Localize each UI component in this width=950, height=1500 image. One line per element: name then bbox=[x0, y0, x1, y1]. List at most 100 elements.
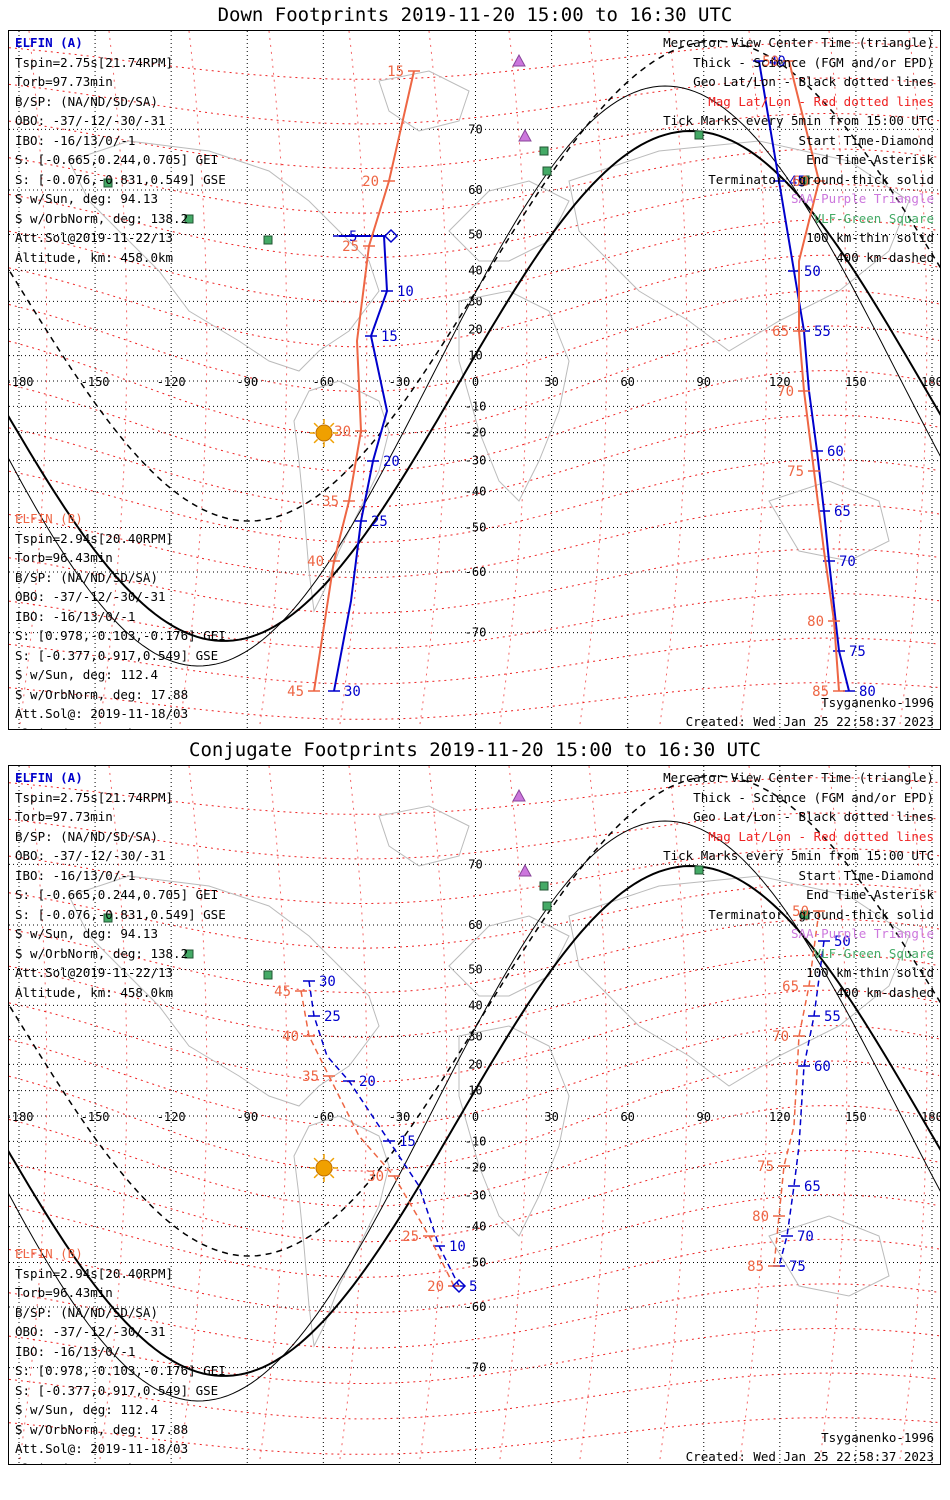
track-tick-label: 45 bbox=[789, 174, 806, 190]
elfin-a-info-line: S w/OrbNorm, deg: 138.2 bbox=[15, 945, 189, 961]
lon-tick-label: -90 bbox=[236, 1110, 258, 1124]
mag-lon-line bbox=[178, 766, 208, 1464]
lat-tick-label: 50 bbox=[468, 962, 482, 976]
track-tick-label: 50 bbox=[762, 54, 779, 70]
legend-line: 400 km-dashed bbox=[836, 249, 934, 265]
track-tick-label: 25 bbox=[342, 239, 359, 255]
track-tick-label: 45 bbox=[287, 684, 304, 700]
legend-line: Terminator: ground-thick solid bbox=[708, 171, 934, 187]
vlf-square bbox=[539, 881, 549, 891]
land-outline bbox=[448, 915, 570, 997]
lat-tick-label: -40 bbox=[465, 485, 487, 499]
vlf-square bbox=[184, 214, 194, 224]
elfin-a-info-line: IBO: -16/13/0/-1 bbox=[15, 132, 136, 148]
legend-line: Geo Lat/Lon - Black dotted lines bbox=[693, 74, 934, 89]
legend-line: VLF-Green Square bbox=[813, 210, 934, 226]
elfin-a-info-line: S w/Sun, deg: 94.13 bbox=[15, 191, 158, 206]
lon-tick-label: 90 bbox=[697, 1110, 711, 1124]
elfin-b-info-line: ELFIN (B) bbox=[15, 1246, 83, 1261]
mag-lon-line bbox=[258, 31, 288, 729]
legend-line: Mercator View Center Time (triangle) bbox=[663, 770, 934, 785]
legend-line: End Time-Asterisk bbox=[806, 152, 934, 167]
sun-ray bbox=[329, 1157, 335, 1163]
legend-down: Mercator View Center Time (triangle) Thic… bbox=[663, 33, 934, 267]
lat-tick-label: 40 bbox=[468, 998, 482, 1012]
mag-lat-line bbox=[9, 290, 940, 392]
track-tick-label: 55 bbox=[814, 324, 831, 340]
track-tick-label: 15 bbox=[399, 1134, 416, 1150]
legend-conjugate: Mercator View Center Time (triangle) Thic… bbox=[663, 768, 934, 1002]
elfin-a-info-line: S: [-0.076,-0.831,0.549] GSE bbox=[15, 906, 226, 922]
elfin-a-track-east: 40 45 50 55 60 65 70 75 80 bbox=[753, 54, 876, 700]
lat-tick-label: -40 bbox=[465, 1220, 487, 1234]
track-tick-label: 30 bbox=[344, 684, 361, 700]
lon-tick-label: 120 bbox=[769, 1110, 791, 1124]
lon-tick-label: 30 bbox=[544, 1110, 558, 1124]
lon-tick-label: -60 bbox=[312, 1110, 334, 1124]
mag-lat-line bbox=[9, 989, 940, 1083]
track-tick-label: 70 bbox=[839, 554, 856, 570]
lon-tick-label: 30 bbox=[544, 375, 558, 389]
lon-tick-label: -180 bbox=[9, 1110, 33, 1124]
mag-lon-line bbox=[18, 31, 48, 729]
legend-line: Start Time-Diamond bbox=[798, 132, 934, 148]
elfin-a-track-west: 5 10 15 20 25 30 bbox=[328, 229, 414, 700]
lon-tick-label: 0 bbox=[472, 375, 479, 389]
elfin-a-track-west: 30 25 20 15 10 5 bbox=[303, 974, 477, 1295]
elfin-b-info-line: B/SP: (NA/ND/SD/SA) bbox=[15, 569, 158, 585]
track-tick-label: 80 bbox=[752, 1209, 769, 1225]
elfin-a-info-line: Altitude, km: 458.0km bbox=[15, 984, 174, 1000]
lon-tick-label: 120 bbox=[769, 375, 791, 389]
elfin-b-track-east: 50 65 70 75 80 85 bbox=[747, 904, 825, 1275]
sun-ray bbox=[329, 422, 335, 428]
track-tick-label: 75 bbox=[789, 1259, 806, 1275]
vlf-square bbox=[542, 166, 552, 176]
elfin-a-info-line: ELFIN (A) bbox=[15, 35, 83, 50]
lat-tick-label: 40 bbox=[468, 263, 482, 277]
track-tick-label: 45 bbox=[274, 984, 291, 1000]
lat-tick-label: -60 bbox=[465, 1300, 487, 1314]
track-tick-label: 10 bbox=[397, 284, 414, 300]
track-tick-label: 25 bbox=[402, 1229, 419, 1245]
lon-tick-label: -120 bbox=[157, 375, 186, 389]
lon-tick-label: 60 bbox=[620, 1110, 634, 1124]
track-tick-label: 50 bbox=[834, 934, 851, 950]
sun-ray bbox=[313, 1173, 319, 1179]
mag-lon-line bbox=[578, 766, 608, 1464]
vlf-square bbox=[103, 913, 113, 923]
elfin-a-info-line: OBO: -37/-12/-30/-31 bbox=[15, 113, 166, 128]
mag-lon-line bbox=[338, 31, 368, 729]
legend-line: Tick Marks every 5min from 15:00 UTC bbox=[663, 848, 934, 863]
lat-tick-label: 60 bbox=[468, 183, 482, 197]
elfin-b-info-line: IBO: -16/13/0/-1 bbox=[15, 608, 136, 624]
track-tick-label: 15 bbox=[387, 64, 404, 80]
mag-grid bbox=[9, 31, 940, 729]
track-tick-label: 25 bbox=[371, 514, 388, 530]
map-down: -180 -150 -120 -90 -60 -30 0 30 60 90 120 150 180 70 6… bbox=[9, 31, 940, 729]
legend-line: Mercator View Center Time (triangle) bbox=[663, 35, 934, 50]
elfin-b-track-east: 50 60 65 70 75 80 85 bbox=[762, 54, 845, 700]
legend-line: SAA-Purple Triangle bbox=[791, 191, 934, 206]
terminator-100km bbox=[9, 820, 940, 1402]
land-outline bbox=[768, 480, 890, 562]
lat-tick-label: 60 bbox=[468, 918, 482, 932]
land-outline bbox=[768, 1215, 890, 1297]
lat-tick-label: -10 bbox=[465, 1134, 487, 1148]
lat-tick-label: -70 bbox=[465, 1361, 487, 1375]
lat-tick-label: 70 bbox=[468, 122, 482, 136]
track-tick-label: 60 bbox=[814, 1059, 831, 1075]
lat-tick-label: 20 bbox=[468, 322, 482, 336]
mag-lat-line bbox=[9, 847, 940, 904]
elfin-b-info-line: Tspin=2.94s[20.40RPM] bbox=[15, 530, 174, 546]
vlf-square bbox=[694, 130, 704, 140]
sun-ray bbox=[313, 1157, 319, 1163]
lon-tick-label: -30 bbox=[389, 375, 411, 389]
elfin-a-info-line: Att.Sol@2019-11-22/13 bbox=[15, 965, 174, 980]
mag-lat-line bbox=[9, 370, 940, 472]
legend-line: Terminator: ground-thick solid bbox=[708, 906, 934, 922]
track-tick-label: 70 bbox=[777, 384, 794, 400]
elfin-a-info-line: Att.Sol@2019-11-22/13 bbox=[15, 230, 174, 245]
elfin-a-info-line: S: [-0.665,0.244,0.705] GEI bbox=[15, 152, 219, 167]
elfin-a-info-line: S w/OrbNorm, deg: 138.2 bbox=[15, 210, 189, 226]
saa-triangle bbox=[512, 788, 526, 802]
